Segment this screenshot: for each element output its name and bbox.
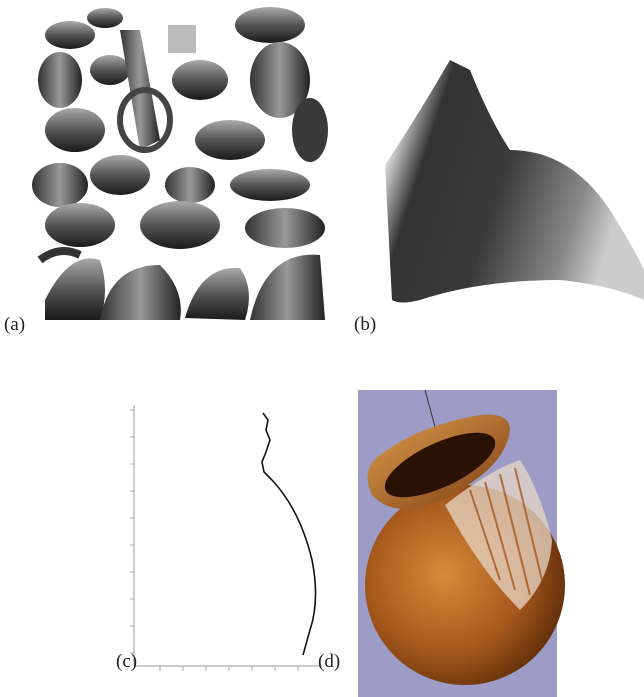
panel-b-image	[385, 60, 644, 303]
panel-label: (b)	[354, 314, 376, 335]
panel-a-image	[32, 7, 328, 320]
panel-d-image	[358, 390, 565, 697]
panel-c-plot	[130, 405, 322, 671]
figure: (a) (b) (c) (d)	[0, 0, 644, 697]
panel-label: (c)	[116, 651, 137, 672]
panel-label: (a)	[4, 314, 25, 335]
panel-label: (d)	[318, 651, 340, 672]
figure-canvas: (a) (b) (c) (d)	[0, 0, 644, 697]
